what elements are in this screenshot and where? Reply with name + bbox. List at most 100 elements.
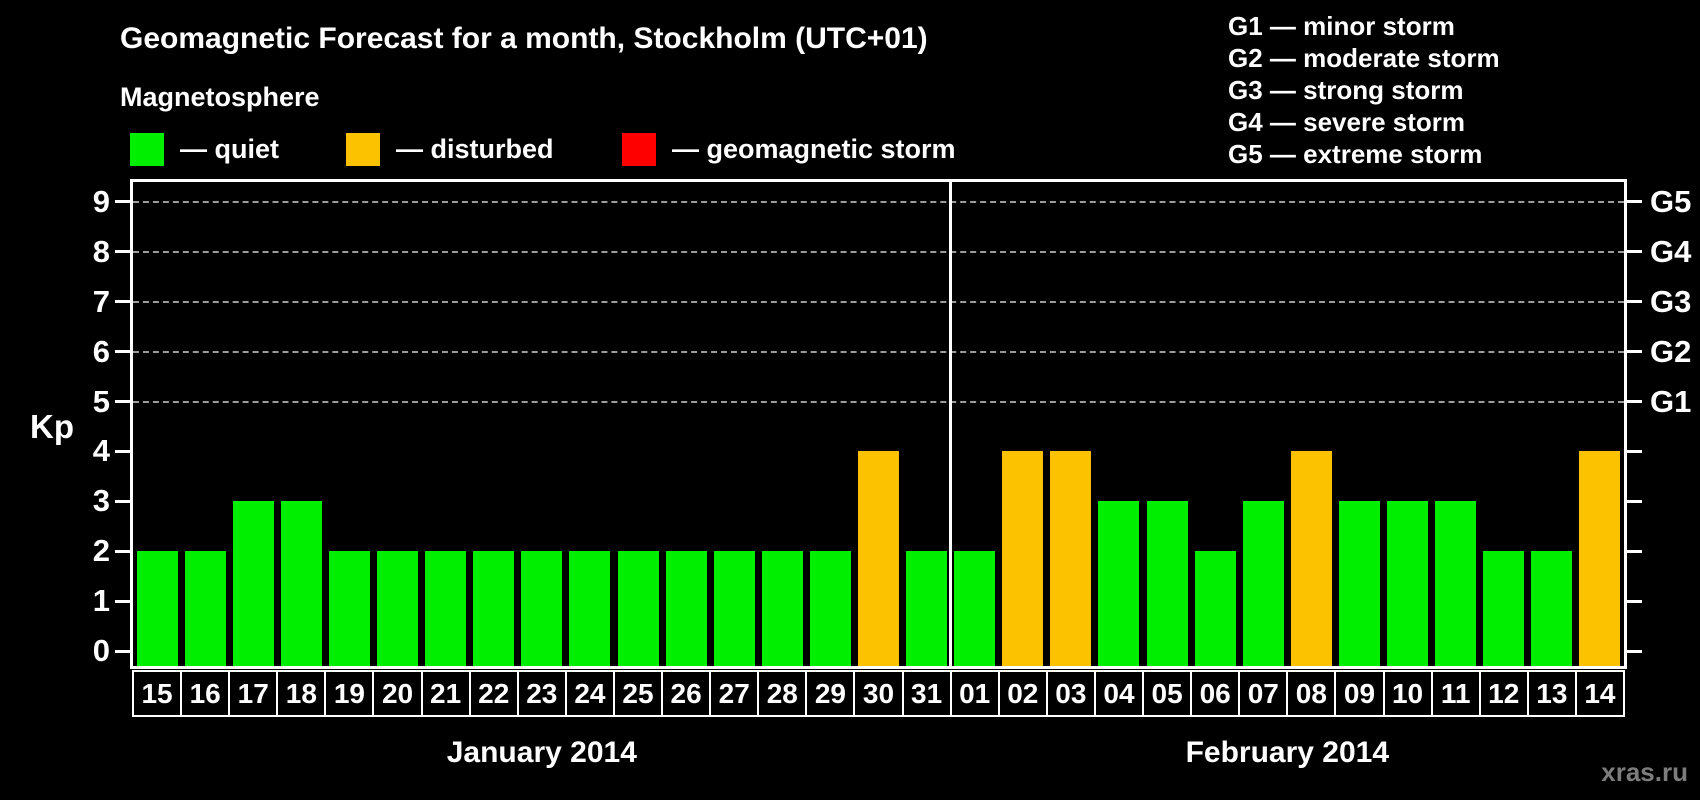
day-label: 10: [1382, 670, 1433, 717]
y-axis-tick-right: [1627, 250, 1642, 254]
day-label: 25: [612, 670, 664, 717]
legend-item-label: — geomagnetic storm: [672, 133, 956, 164]
day-label: 06: [1190, 670, 1241, 717]
day-label: 26: [661, 670, 712, 717]
y-tick-label: 1: [92, 583, 110, 619]
day-label: 20: [372, 670, 423, 717]
day-label: 22: [468, 670, 519, 717]
day-label: 08: [1286, 670, 1337, 717]
day-label: 23: [516, 670, 567, 717]
g-scale-legend-line: G2 — moderate storm: [1228, 43, 1500, 73]
y-axis-tick-left: [115, 350, 130, 354]
kp-bar-day-14: [1579, 451, 1621, 666]
y-tick-label: 9: [92, 183, 110, 219]
y-axis-tick-left: [115, 200, 130, 204]
y-tick-label: 6: [92, 333, 110, 369]
kp-bar-day-20: [377, 551, 419, 666]
kp-bar-day-18: [280, 501, 322, 666]
gridline-kp8: [133, 250, 1624, 253]
kp-bar-day-09: [1338, 501, 1380, 666]
kp-bar-day-08: [1290, 451, 1332, 666]
day-label: 05: [1142, 670, 1193, 717]
kp-bar-day-03: [1050, 451, 1092, 666]
y-axis-tick-left: [115, 649, 130, 653]
day-label: 11: [1430, 670, 1481, 717]
legend-item-label: — quiet: [180, 133, 279, 164]
day-label: 07: [1238, 670, 1289, 717]
y-axis-label: Kp: [30, 408, 74, 445]
y-axis-tick-left: [115, 400, 130, 403]
g-level-label-g3: G3: [1650, 283, 1692, 319]
y-axis-tick-right: [1627, 400, 1642, 403]
y-axis-tick-right: [1627, 449, 1642, 453]
kp-bar-day-10: [1387, 501, 1429, 666]
day-label: 27: [709, 670, 760, 717]
legend-item-quiet: — quiet: [130, 131, 279, 167]
y-axis-tick-left: [115, 499, 130, 503]
month-divider-line: [949, 182, 953, 666]
y-axis-tick-right: [1627, 549, 1642, 553]
kp-bar-day-26: [665, 551, 707, 666]
magnetosphere-legend: — quiet — disturbed — geomagnetic storm: [0, 131, 1100, 167]
y-axis-tick-left: [115, 250, 130, 254]
y-tick-label: 8: [92, 233, 110, 269]
y-axis-tick-right: [1627, 350, 1642, 354]
kp-bar-day-27: [713, 551, 755, 666]
quiet-color-swatch: [130, 132, 164, 166]
legend-item-storm: — geomagnetic storm: [622, 131, 956, 167]
kp-bar-day-23: [521, 551, 563, 666]
day-label: 13: [1526, 670, 1577, 717]
g-level-label-g5: G5: [1650, 183, 1692, 219]
kp-bar-day-07: [1242, 501, 1284, 666]
kp-bar-day-22: [473, 551, 515, 666]
chart-title: Geomagnetic Forecast for a month, Stockh…: [120, 22, 928, 55]
y-axis-tick-right: [1627, 499, 1642, 503]
y-axis-tick-left: [115, 449, 130, 453]
g-scale-legend-line: G1 — minor storm: [1228, 11, 1455, 41]
day-label: 28: [757, 670, 808, 717]
y-tick-label: 5: [92, 383, 110, 419]
y-axis-tick-left: [115, 599, 130, 603]
g-scale-legend-line: G5 — extreme storm: [1228, 139, 1483, 169]
day-label: 02: [997, 670, 1048, 717]
kp-bar-day-25: [617, 551, 659, 666]
kp-bar-day-04: [1098, 501, 1140, 666]
day-label: 31: [901, 670, 952, 717]
kp-bar-day-28: [761, 551, 803, 666]
day-label: 17: [228, 670, 279, 717]
disturbed-color-swatch: [346, 132, 380, 166]
legend-item-label: — disturbed: [396, 133, 554, 164]
day-label: 24: [564, 670, 615, 717]
y-axis-tick-right: [1627, 300, 1642, 304]
month-label-february: February 2014: [1185, 736, 1390, 769]
day-label: 16: [180, 670, 231, 717]
day-label: 03: [1045, 670, 1096, 717]
gridline-kp6: [133, 350, 1624, 353]
kp-bar-day-29: [809, 551, 851, 666]
y-tick-label: 3: [92, 483, 110, 519]
kp-bar-day-21: [425, 551, 467, 666]
kp-bar-day-16: [184, 551, 226, 666]
day-label: 29: [805, 670, 856, 717]
y-tick-label: 0: [92, 633, 110, 668]
kp-bar-day-31: [906, 551, 948, 666]
y-tick-label: 2: [92, 533, 110, 569]
day-label: 04: [1093, 670, 1145, 717]
kp-bar-day-02: [1002, 451, 1044, 666]
kp-bar-day-30: [858, 451, 899, 666]
magnetosphere-label: Magnetosphere: [120, 82, 320, 112]
kp-bar-day-05: [1146, 501, 1188, 666]
day-label: 09: [1334, 670, 1385, 717]
day-label: 14: [1574, 670, 1625, 717]
day-label: 18: [276, 670, 327, 717]
gridline-kp7: [133, 300, 1624, 303]
y-axis-tick-left: [115, 549, 130, 553]
y-axis-tick-left: [115, 300, 130, 304]
g-level-label-g4: G4: [1650, 233, 1692, 269]
kp-bar-day-13: [1531, 551, 1573, 666]
gridline-kp5: [133, 400, 1624, 403]
kp-bar-day-15: [136, 551, 178, 666]
day-label: 15: [132, 670, 183, 717]
